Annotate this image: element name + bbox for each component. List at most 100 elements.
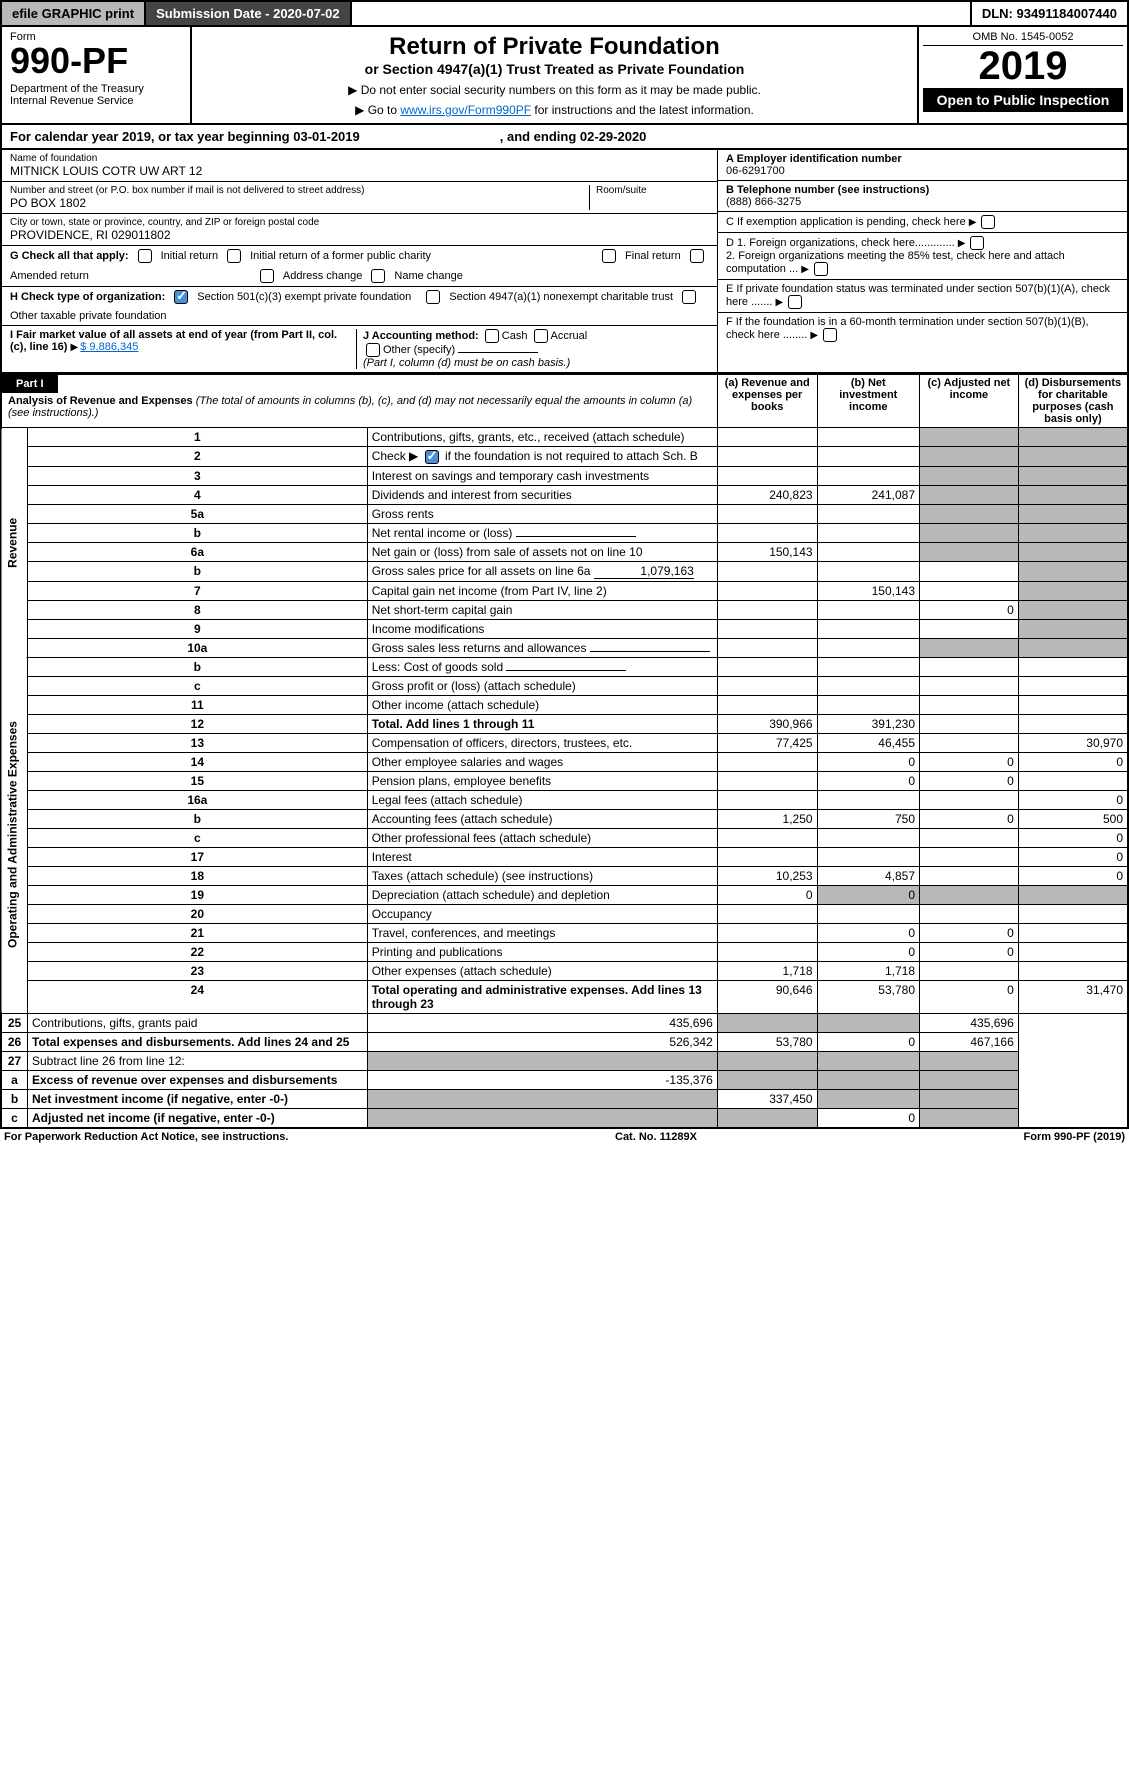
row-num: 21: [28, 923, 368, 942]
row-desc: Net short-term capital gain: [367, 600, 717, 619]
cell: [817, 428, 919, 447]
ck-e[interactable]: [788, 295, 802, 309]
row-desc: Taxes (attach schedule) (see instruction…: [367, 866, 717, 885]
cell: [920, 828, 1019, 847]
b-label: B Telephone number (see instructions): [726, 184, 929, 196]
cell: 240,823: [717, 485, 817, 504]
cell: [717, 1051, 817, 1070]
cell: [1018, 523, 1128, 542]
cell: [1018, 447, 1128, 467]
row-num: 16a: [28, 790, 368, 809]
cell: 1,718: [717, 961, 817, 980]
cell: [920, 790, 1019, 809]
d2-label: 2. Foreign organizations meeting the 85%…: [726, 250, 1065, 275]
ck-other-acct[interactable]: [366, 343, 380, 357]
f-label: F If the foundation is in a 60-month ter…: [726, 316, 1089, 341]
info-block: Name of foundationMITNICK LOUIS COTR UW …: [0, 150, 1129, 374]
cell: 0: [817, 752, 919, 771]
row-num: 17: [28, 847, 368, 866]
ck-d1[interactable]: [970, 236, 984, 250]
efile-btn[interactable]: efile GRAPHIC print: [2, 2, 146, 25]
cell: 0: [817, 1108, 919, 1128]
ck-501c3[interactable]: [174, 290, 188, 304]
cell: 0: [817, 771, 919, 790]
row-num: b: [1, 1089, 28, 1108]
ft-c: Cat. No. 11289X: [615, 1131, 697, 1143]
cell: [920, 447, 1019, 467]
cell: [817, 790, 919, 809]
cell: 0: [920, 923, 1019, 942]
cell: [1018, 676, 1128, 695]
cell: 0: [920, 809, 1019, 828]
cell: 337,450: [717, 1089, 817, 1108]
top-bar: efile GRAPHIC print Submission Date - 20…: [0, 0, 1129, 27]
row-desc: Total expenses and disbursements. Add li…: [28, 1032, 368, 1051]
cell: [1018, 771, 1128, 790]
cell: [920, 561, 1019, 581]
row-desc: Other employee salaries and wages: [367, 752, 717, 771]
irs-link[interactable]: www.irs.gov/Form990PF: [400, 103, 531, 117]
cell: [920, 485, 1019, 504]
cell: [817, 523, 919, 542]
ck-amended[interactable]: [690, 249, 704, 263]
ck-initial[interactable]: [138, 249, 152, 263]
city-label: City or town, state or province, country…: [10, 217, 709, 228]
form-number: 990-PF: [10, 43, 182, 79]
cell: 0: [817, 942, 919, 961]
cell: [817, 466, 919, 485]
row-desc: Other income (attach schedule): [367, 695, 717, 714]
ck-address[interactable]: [260, 269, 274, 283]
ck-d2[interactable]: [814, 262, 828, 276]
submission-btn[interactable]: Submission Date - 2020-07-02: [146, 2, 352, 25]
ck-name[interactable]: [371, 269, 385, 283]
ck-4947[interactable]: [426, 290, 440, 304]
row-num: 2: [28, 447, 368, 467]
row-desc: Interest on savings and temporary cash i…: [367, 466, 717, 485]
row-desc: Income modifications: [367, 619, 717, 638]
ck-accrual[interactable]: [534, 329, 548, 343]
cell: [817, 561, 919, 581]
cell: [920, 1089, 1019, 1108]
cell: [817, 504, 919, 523]
row-num: 19: [28, 885, 368, 904]
cell: 500: [1018, 809, 1128, 828]
cell: [817, 1013, 919, 1032]
cell: 30,970: [1018, 733, 1128, 752]
cell: [920, 695, 1019, 714]
col-c: (c) Adjusted net income: [920, 375, 1019, 428]
cell: 241,087: [817, 485, 919, 504]
row-num: c: [28, 676, 368, 695]
row-num: 27: [1, 1051, 28, 1070]
cell: 435,696: [367, 1013, 717, 1032]
ck-final[interactable]: [602, 249, 616, 263]
ck-f[interactable]: [823, 328, 837, 342]
cell: [920, 714, 1019, 733]
cell: [1018, 942, 1128, 961]
cell: [717, 600, 817, 619]
cell: 0: [717, 885, 817, 904]
col-b: (b) Net investment income: [817, 375, 919, 428]
cell: [1018, 885, 1128, 904]
cell: [717, 904, 817, 923]
cell: [717, 847, 817, 866]
cell: 150,143: [817, 581, 919, 600]
title: Return of Private Foundation: [198, 33, 911, 61]
row-desc: Check ▶ if the foundation is not require…: [367, 447, 717, 467]
row-desc: Legal fees (attach schedule): [367, 790, 717, 809]
row-num: c: [1, 1108, 28, 1128]
ck-other-tax[interactable]: [682, 290, 696, 304]
open-public: Open to Public Inspection: [923, 88, 1123, 112]
ck-c[interactable]: [981, 215, 995, 229]
cell: [920, 657, 1019, 676]
cell: [920, 428, 1019, 447]
ck-cash[interactable]: [485, 329, 499, 343]
cell: 0: [817, 1032, 919, 1051]
row-desc: Gross sales less returns and allowances: [367, 638, 717, 657]
ck-initial-former[interactable]: [227, 249, 241, 263]
row-desc: Gross profit or (loss) (attach schedule): [367, 676, 717, 695]
col-d: (d) Disbursements for charitable purpose…: [1018, 375, 1128, 428]
row-desc: Contributions, gifts, grants, etc., rece…: [367, 428, 717, 447]
i-row: I Fair market value of all assets at end…: [10, 329, 356, 369]
fmv-link[interactable]: $ 9,886,345: [80, 341, 138, 353]
cell: [717, 771, 817, 790]
